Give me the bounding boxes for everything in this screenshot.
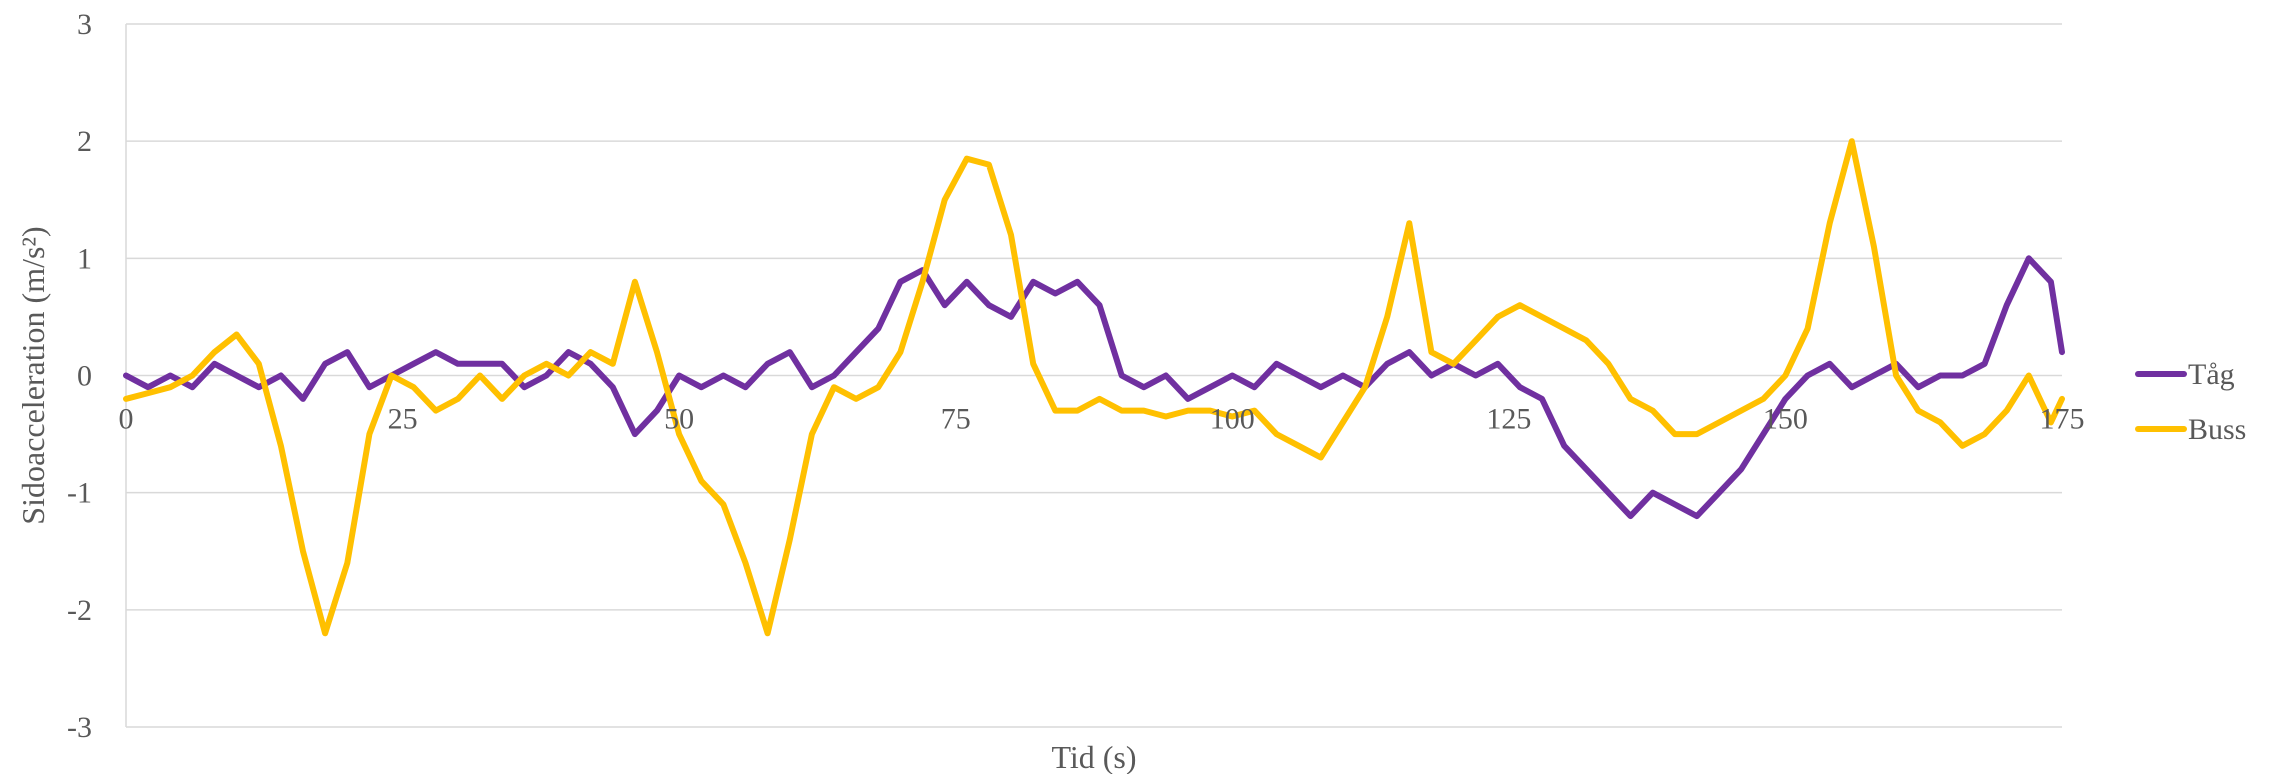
legend-label: Buss [2188, 413, 2246, 446]
x-axis-title: Tid (s) [1051, 739, 1136, 774]
y-tick-label: 1 [77, 242, 92, 275]
x-tick-label: 25 [388, 403, 418, 436]
x-tick-label: 50 [664, 403, 694, 436]
y-tick-label: -2 [67, 594, 92, 627]
series-line-tag [123, 255, 2065, 520]
y-tick-label: 2 [77, 125, 92, 158]
x-tick-label: 150 [1763, 403, 1808, 436]
y-tick-label: -1 [67, 477, 92, 510]
y-tick-label: 0 [77, 360, 92, 393]
y-tick-label: 3 [77, 8, 92, 41]
x-tick-label: 175 [2040, 403, 2085, 436]
series-lines [123, 138, 2065, 637]
x-tick-label: 0 [119, 403, 134, 436]
gridlines [126, 23, 2062, 611]
series-line-buss [123, 138, 2065, 637]
y-tick-label: -3 [67, 711, 92, 744]
x-tick-label: 125 [1486, 403, 1531, 436]
tick-labels: -3 -2 -1 0 1 2 3 0 25 50 75 100 125 150 175 [67, 8, 2085, 744]
y-axis-title: Sidoacceleration (m/s²) [15, 226, 51, 524]
x-tick-label: 75 [941, 403, 971, 436]
legend: Tåg Buss [2135, 358, 2246, 446]
x-tick-label: 100 [1210, 403, 1255, 436]
legend-label: Tåg [2188, 358, 2235, 391]
